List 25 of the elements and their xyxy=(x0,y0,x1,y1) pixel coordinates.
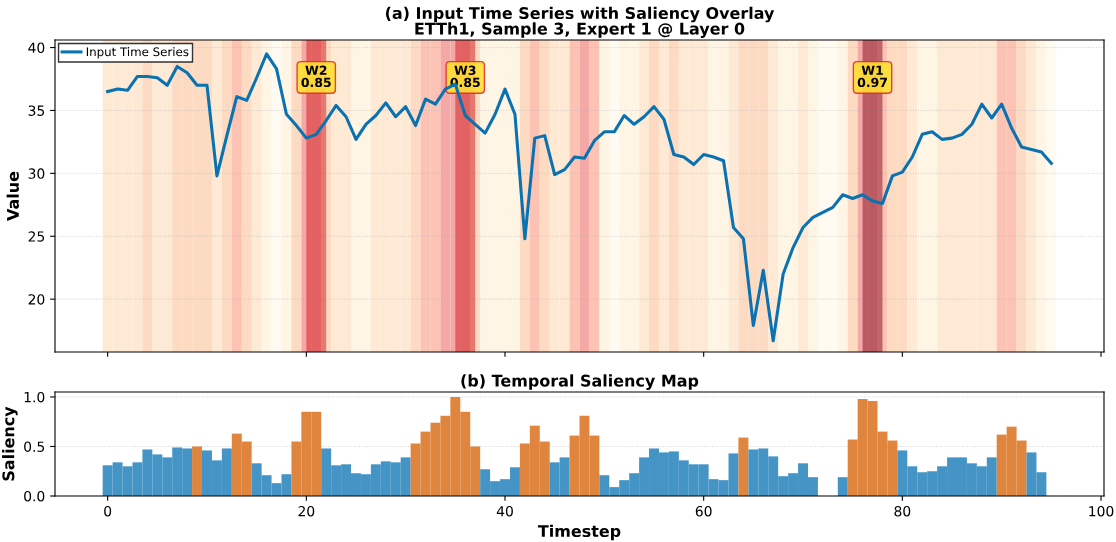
x-tick-label: 100 xyxy=(1089,505,1114,517)
y-tick-label: 40 xyxy=(28,42,45,54)
y-tick-label: 20 xyxy=(28,294,45,305)
y-tick-label: 25 xyxy=(28,231,45,242)
x-tick-label: 60 xyxy=(695,505,712,517)
y-axis-title: Saliency xyxy=(2,406,18,481)
y-tick-label: 1.0 xyxy=(24,391,45,403)
bar xyxy=(192,446,203,496)
y-tick-label: 0.5 xyxy=(24,441,45,452)
chart-title: (b) Temporal Saliency Map xyxy=(461,374,699,390)
x-tick-label: 20 xyxy=(298,505,315,517)
x-tick-label: 80 xyxy=(894,505,911,517)
y-tick-label: 30 xyxy=(28,168,45,179)
x-tick-label: 40 xyxy=(496,505,513,517)
y-tick-label: 0.0 xyxy=(24,490,45,502)
band-label: W1 0.97 xyxy=(857,65,887,88)
x-axis-title: Timestep xyxy=(537,524,621,541)
chart-title: (a) Input Time Series with Saliency Overlay ETTh1, Sample 3, Expert 1 @ Layer 0 xyxy=(385,6,775,38)
y-tick-label: 35 xyxy=(28,105,45,116)
legend-label: Input Time Series xyxy=(86,47,189,59)
x-tick-label: 0 xyxy=(104,505,112,517)
band-label: W2 0.85 xyxy=(301,65,331,88)
bar xyxy=(738,437,749,496)
bar xyxy=(837,477,848,496)
y-axis-title: Value xyxy=(6,171,19,221)
